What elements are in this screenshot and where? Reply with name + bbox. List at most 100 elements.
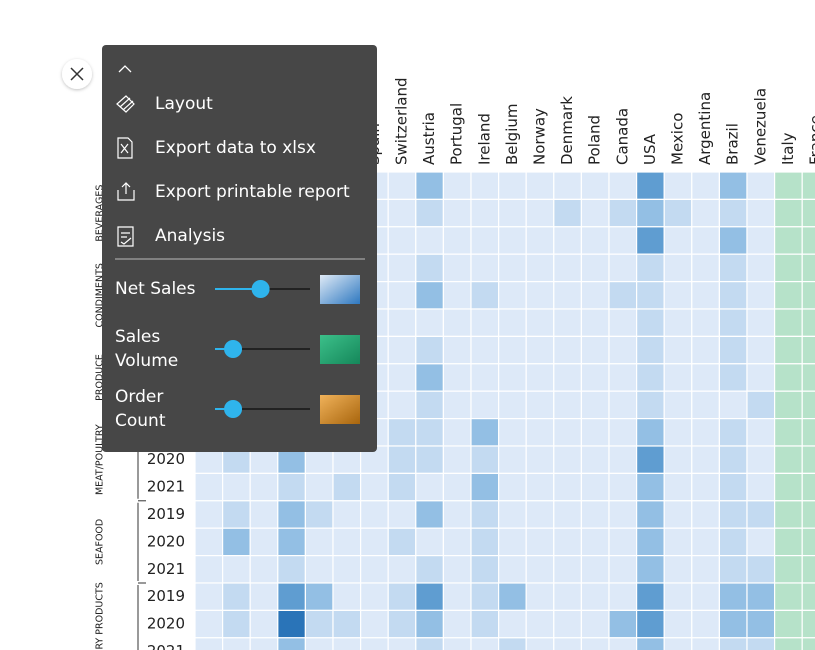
- heat-cell: [387, 582, 417, 611]
- heat-cell: [635, 390, 665, 420]
- heat-cell: [635, 418, 665, 447]
- heat-cell: [691, 390, 720, 420]
- slider-thumb[interactable]: [224, 400, 243, 418]
- collapse-icon[interactable]: [118, 65, 132, 73]
- heat-cell: [580, 445, 610, 474]
- heat-cell: [498, 335, 527, 365]
- heat-cell: [801, 171, 815, 200]
- heat-cell: [194, 582, 224, 611]
- heat-cell: [332, 554, 362, 584]
- heat-cell: [277, 554, 306, 584]
- row-label: 2020: [147, 450, 185, 468]
- heat-cell: [746, 226, 776, 255]
- heat-cell: [249, 500, 279, 529]
- heat-cell: [249, 527, 279, 557]
- heat-cell: [691, 308, 720, 337]
- column-label: Norway: [531, 108, 549, 165]
- heat-cell: [773, 582, 803, 611]
- heat-cell: [773, 554, 803, 584]
- heat-cell: [746, 171, 776, 200]
- heat-cell: [553, 554, 582, 584]
- heat-cell: [691, 500, 720, 529]
- heat-cell: [304, 637, 334, 650]
- heat-cell: [498, 226, 527, 255]
- heat-cell: [580, 363, 610, 392]
- heat-cell: [415, 198, 444, 228]
- heat-cell: [332, 582, 362, 611]
- menu-item[interactable]: Layout: [155, 94, 213, 114]
- heat-cell: [718, 363, 748, 392]
- menu-item[interactable]: Export data to xlsx: [155, 138, 316, 158]
- heat-cell: [608, 335, 638, 365]
- heat-cell: [553, 171, 582, 200]
- heat-cell: [746, 281, 776, 310]
- heat-cell: [773, 253, 803, 283]
- heat-cell: [498, 418, 527, 447]
- heat-cell: [663, 500, 693, 529]
- heat-cell: [277, 500, 306, 529]
- heat-cell: [332, 527, 362, 557]
- menu-item[interactable]: Analysis: [155, 226, 225, 246]
- heat-cell: [663, 335, 693, 365]
- color-swatch[interactable]: [320, 275, 360, 304]
- heat-cell: [415, 335, 444, 365]
- heat-cell: [635, 472, 665, 502]
- column-label: Mexico: [669, 113, 687, 165]
- heat-cell: [718, 527, 748, 557]
- heat-cell: [663, 609, 693, 639]
- heat-cell: [718, 335, 748, 365]
- heat-cell: [746, 582, 776, 611]
- group-label: CONDIMENTS: [95, 263, 106, 327]
- heat-cell: [387, 390, 417, 420]
- heat-cell: [773, 226, 803, 255]
- heat-cell: [663, 527, 693, 557]
- heat-cell: [525, 418, 555, 447]
- close-button[interactable]: [62, 59, 92, 89]
- heat-cell: [801, 554, 815, 584]
- heat-cell: [249, 637, 279, 650]
- heat-cell: [580, 527, 610, 557]
- heat-cell: [718, 253, 748, 283]
- heat-cell: [553, 609, 582, 639]
- slider-thumb[interactable]: [251, 280, 270, 298]
- column-label: Belgium: [503, 104, 521, 166]
- heat-cell: [498, 609, 527, 639]
- heat-cell: [580, 335, 610, 365]
- row-label: 2020: [147, 532, 185, 550]
- menu-item[interactable]: Export printable report: [155, 182, 350, 202]
- heat-cell: [553, 390, 582, 420]
- heat-cell: [415, 418, 444, 447]
- heat-cell: [635, 226, 665, 255]
- heat-cell: [691, 609, 720, 639]
- heat-cell: [360, 637, 389, 650]
- heat-cell: [387, 527, 417, 557]
- color-swatch[interactable]: [320, 335, 360, 364]
- heat-cell: [525, 445, 555, 474]
- heat-cell: [773, 390, 803, 420]
- heat-cell: [580, 582, 610, 611]
- heat-cell: [222, 609, 251, 639]
- heat-cell: [387, 171, 417, 200]
- heat-cell: [387, 445, 417, 474]
- heat-cell: [498, 527, 527, 557]
- heat-cell: [691, 363, 720, 392]
- color-swatch[interactable]: [320, 395, 360, 424]
- heat-cell: [470, 527, 500, 557]
- heat-cell: [746, 253, 776, 283]
- heat-cell: [635, 500, 665, 529]
- heat-cell: [580, 308, 610, 337]
- heat-cell: [608, 554, 638, 584]
- heat-cell: [525, 308, 555, 337]
- heat-cell: [415, 637, 444, 650]
- menu-icons: [116, 95, 135, 247]
- heat-cell: [415, 582, 444, 611]
- slider-thumb[interactable]: [224, 340, 243, 358]
- heat-cell: [498, 472, 527, 502]
- heat-cell: [718, 308, 748, 337]
- heat-cell: [415, 500, 444, 529]
- heat-cell: [663, 281, 693, 310]
- heat-cell: [635, 198, 665, 228]
- heat-cell: [801, 335, 815, 365]
- heat-cell: [222, 554, 251, 584]
- heat-cell: [718, 281, 748, 310]
